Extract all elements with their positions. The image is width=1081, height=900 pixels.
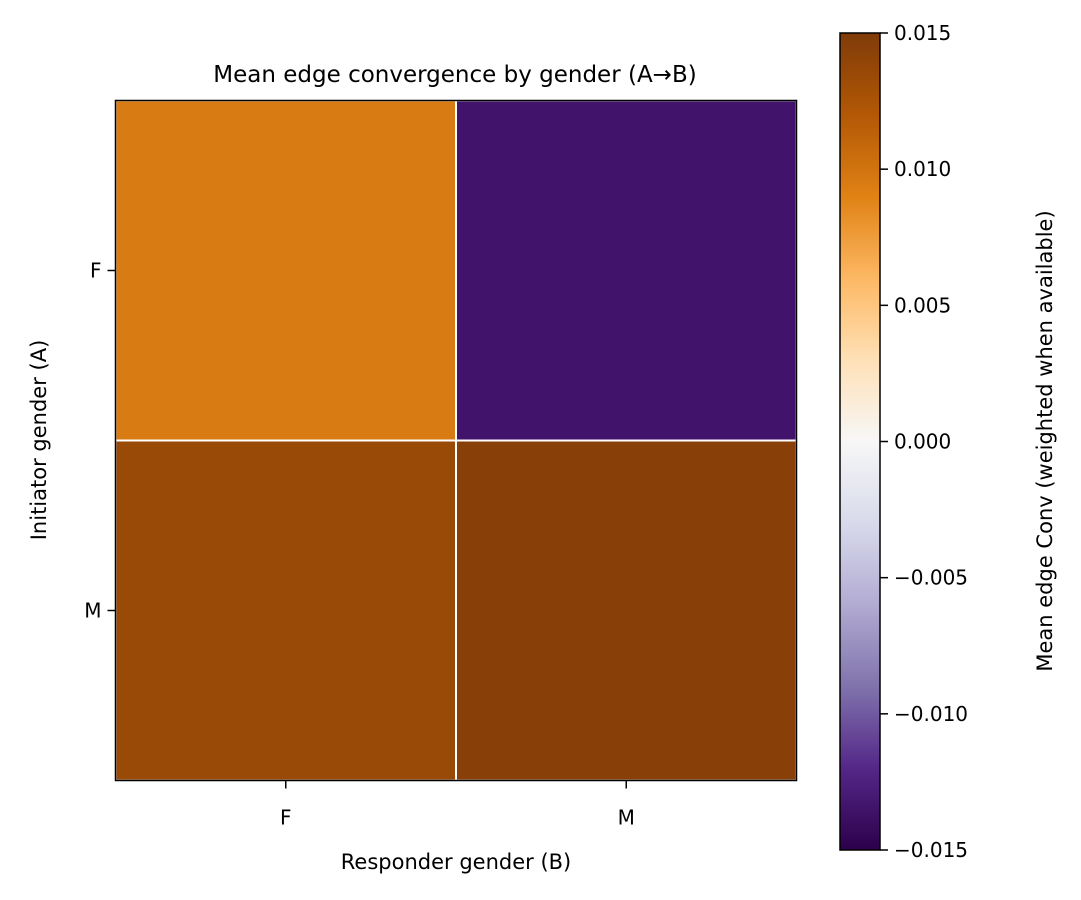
plot-frame xyxy=(114,99,798,782)
colorbar-tick-label: 0.015 xyxy=(894,21,951,45)
chart-title: Mean edge convergence by gender (A→B) xyxy=(213,62,696,88)
colorbar-label: Mean edge Conv (weighted when available) xyxy=(1033,210,1057,671)
y-tick-label: F xyxy=(90,259,102,283)
y-axis-ticks: FM xyxy=(84,259,116,623)
x-tick-label: M xyxy=(618,806,635,830)
colorbar-tick-label: 0.010 xyxy=(894,157,951,181)
heatmap-cell-M-M xyxy=(455,439,798,782)
y-axis-label: Initiator gender (A) xyxy=(27,340,51,541)
colorbar-tick-label: −0.005 xyxy=(894,566,968,590)
x-axis-label: Responder gender (B) xyxy=(341,850,571,874)
colorbar-tick-label: −0.015 xyxy=(894,838,968,862)
colorbar-tick-label: 0.000 xyxy=(894,430,951,454)
y-tick-label: M xyxy=(84,599,101,623)
heatmap-cells xyxy=(114,99,798,782)
heatmap-cell-M-F xyxy=(114,439,457,782)
heatmap-cell-F-F xyxy=(114,99,457,442)
colorbar-tick-label: 0.005 xyxy=(894,293,951,317)
x-tick-label: F xyxy=(280,806,292,830)
heatmap-cell-F-M xyxy=(455,99,798,442)
colorbar-tick-label: −0.010 xyxy=(894,702,968,726)
colorbar xyxy=(839,32,881,851)
colorbar-ticks: 0.015 0.010 0.005 0.000 −0.005 −0.010 −0.015 xyxy=(880,21,968,862)
